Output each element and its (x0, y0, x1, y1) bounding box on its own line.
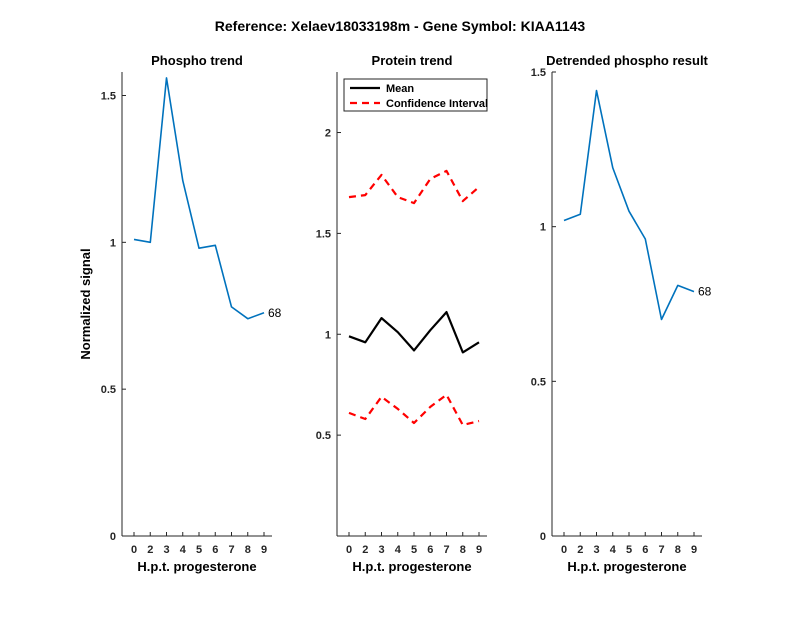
y-tick-label: 1 (325, 329, 331, 341)
y-tick-label: 1 (110, 237, 116, 249)
y-tick-label: 1.5 (101, 90, 116, 102)
phospho-line (133, 77, 265, 320)
x-tick-label: 7 (658, 544, 664, 556)
x-tick-label: 0 (561, 544, 567, 556)
legend-box (343, 78, 488, 112)
y-tick-label: 1 (540, 222, 546, 234)
x-tick-label: 2 (362, 544, 368, 556)
y-tick-label: 1.5 (316, 228, 331, 240)
x-tick-label: 4 (180, 544, 187, 556)
x-tick-label: 5 (626, 544, 632, 556)
ci-upper-line (348, 169, 480, 205)
x-axis-label: H.p.t. progesterone (352, 559, 471, 574)
x-tick-label: 2 (577, 544, 583, 556)
x-tick-label: 9 (691, 544, 697, 556)
y-axis-label: Normalized signal (78, 248, 93, 359)
panel-title: Protein trend (372, 53, 453, 68)
x-tick-label: 6 (212, 544, 218, 556)
y-tick-label: 2 (325, 128, 331, 140)
x-tick-label: 7 (228, 544, 234, 556)
y-tick-label: 0.5 (101, 384, 116, 396)
y-tick-label: 0.5 (316, 430, 331, 442)
x-tick-label: 7 (443, 544, 449, 556)
x-tick-label: 3 (593, 544, 599, 556)
legend-mean-label: Mean (386, 83, 414, 95)
y-tick-label: 0 (540, 531, 546, 543)
x-tick-label: 0 (131, 544, 137, 556)
x-tick-label: 3 (378, 544, 384, 556)
phospho-line (563, 89, 695, 321)
x-tick-label: 9 (476, 544, 482, 556)
x-tick-label: 3 (163, 544, 169, 556)
panel-title: Phospho trend (151, 53, 243, 68)
x-tick-label: 6 (642, 544, 648, 556)
x-tick-label: 2 (147, 544, 153, 556)
end-point-label: 68 (268, 306, 282, 320)
x-axis-label: H.p.t. progesterone (137, 559, 256, 574)
x-tick-label: 8 (675, 544, 681, 556)
y-tick-label: 0 (110, 531, 116, 543)
x-tick-label: 5 (411, 544, 417, 556)
mean-line (348, 311, 480, 354)
x-tick-label: 5 (196, 544, 202, 556)
x-axis-label: H.p.t. progesterone (567, 559, 686, 574)
figure-title: Reference: Xelaev18033198m - Gene Symbol… (215, 18, 586, 34)
y-tick-label: 1.5 (531, 67, 546, 79)
x-tick-label: 0 (346, 544, 352, 556)
end-point-label: 68 (698, 285, 712, 299)
legend-ci-label: Confidence Interval (386, 98, 488, 110)
panel-title: Detrended phospho result (546, 53, 708, 68)
x-tick-label: 6 (427, 544, 433, 556)
x-tick-label: 9 (261, 544, 267, 556)
x-tick-label: 8 (245, 544, 251, 556)
x-tick-label: 4 (395, 544, 402, 556)
x-tick-label: 4 (610, 544, 617, 556)
x-tick-label: 8 (460, 544, 466, 556)
y-tick-label: 0.5 (531, 376, 546, 388)
ci-lower-line (348, 393, 480, 427)
